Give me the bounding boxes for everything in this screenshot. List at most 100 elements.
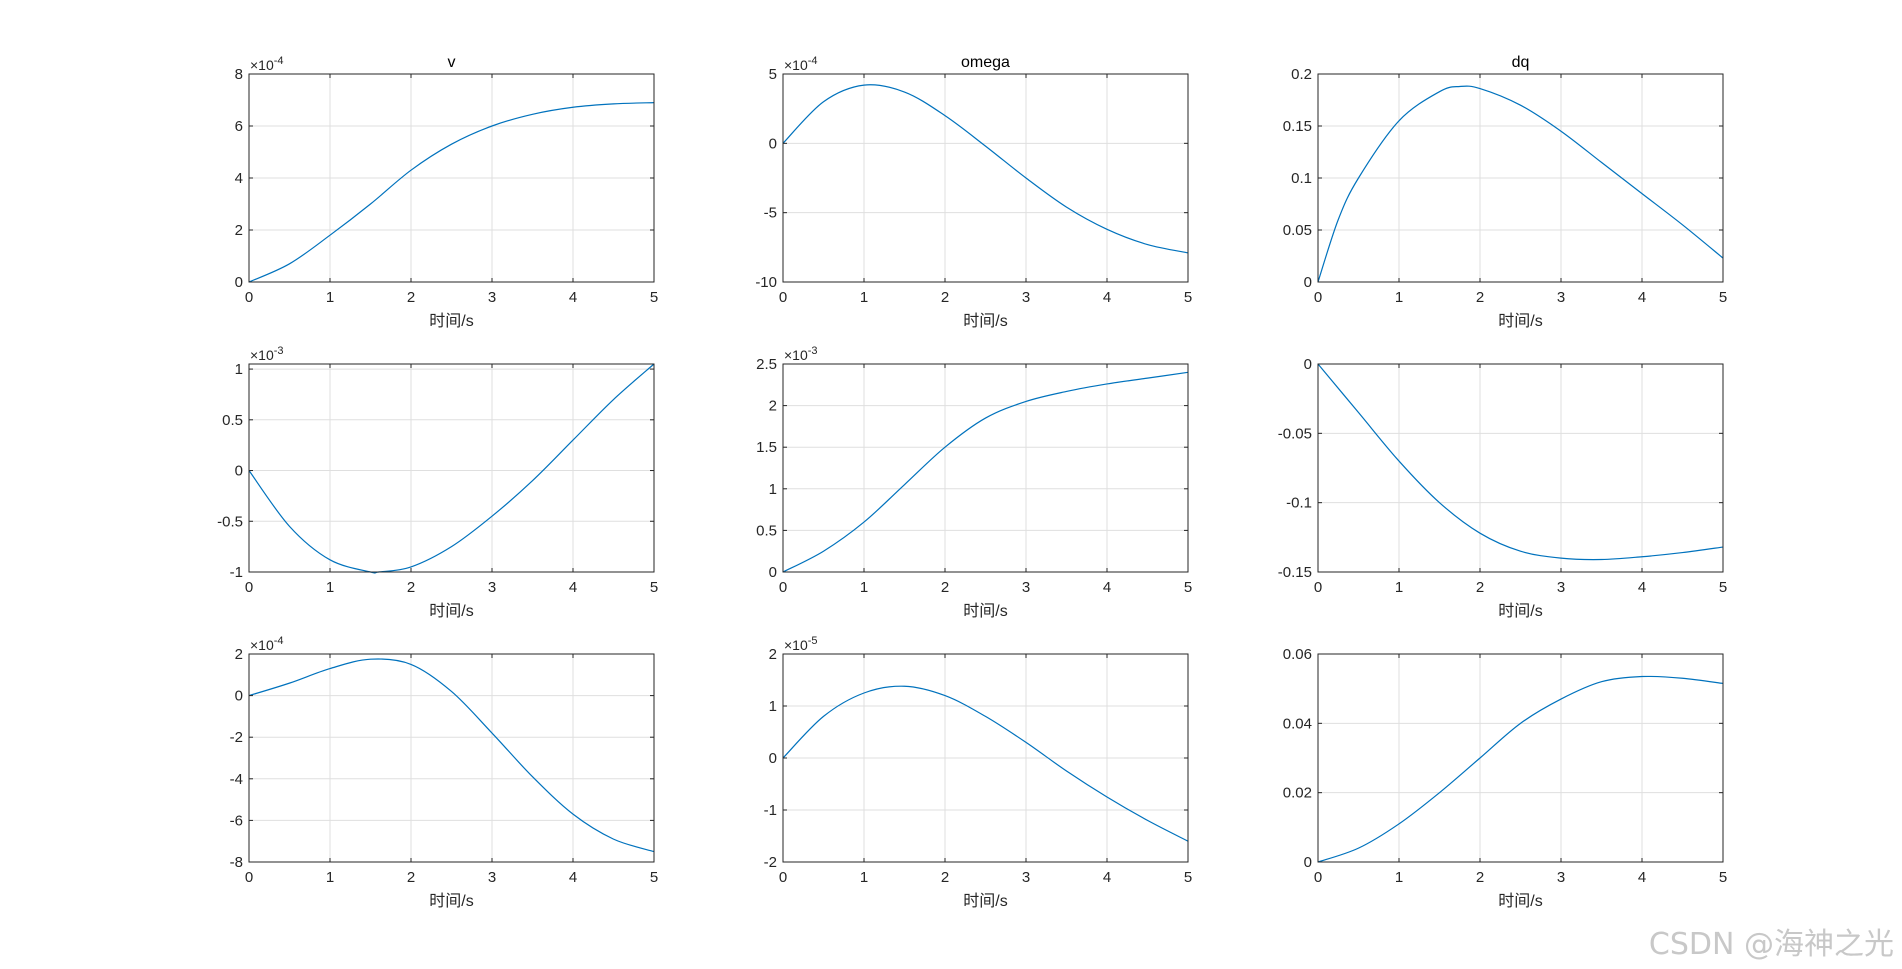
y-tick-label: 1.5 — [756, 439, 777, 456]
x-tick-label: 1 — [1395, 869, 1403, 886]
x-tick-label: 1 — [1395, 289, 1403, 306]
y-tick-label: -0.05 — [1278, 425, 1312, 442]
y-tick-label: 1 — [769, 481, 777, 498]
x-tick-label: 3 — [488, 579, 496, 596]
subplot-5: 0 1 2 3 4 5 0 0.5 1 1.5 2 2.5 ×10-3 时间/s — [756, 345, 1192, 620]
x-tick-label: 0 — [779, 579, 787, 596]
x-tick-label: 0 — [245, 869, 253, 886]
x-axis-label: 时间/s — [963, 312, 1007, 330]
x-tick-label: 5 — [1184, 579, 1192, 596]
subplot-2: 0 1 2 3 4 5 -10 -5 0 5 ×10-4 omega 时间/s — [755, 54, 1192, 330]
y-tick-label: -0.1 — [1286, 495, 1312, 512]
chart-title: v — [448, 54, 456, 71]
x-tick-label: 4 — [1103, 579, 1111, 596]
subplot-4: 0 1 2 3 4 5 -1 -0.5 0 0.5 1 ×10-3 时间/s — [217, 345, 658, 620]
y-tick-label: -2 — [764, 854, 777, 871]
y-tick-label: 0 — [1304, 356, 1312, 373]
series-line — [1317, 85, 1724, 283]
x-tick-label: 3 — [488, 869, 496, 886]
x-tick-label: 1 — [326, 289, 334, 306]
x-tick-label: 4 — [1638, 579, 1646, 596]
series-line — [1317, 675, 1724, 863]
x-tick-label: 0 — [245, 289, 253, 306]
axes-frame — [248, 653, 655, 863]
y-tick-label: 2 — [235, 646, 243, 663]
x-tick-label: 1 — [860, 289, 868, 306]
y-tick-label: 0 — [1304, 274, 1312, 291]
subplot-6: 0 1 2 3 4 5 -0.15 -0.1 -0.05 0 时间/s — [1278, 356, 1727, 620]
axes-frame — [782, 363, 1189, 573]
x-tick-label: 2 — [941, 289, 949, 306]
subplot-7: 0 1 2 3 4 5 -8 -6 -4 -2 0 2 ×10-4 时间/s — [230, 635, 659, 910]
x-axis-label: 时间/s — [963, 602, 1007, 620]
y-tick-label: 0 — [1304, 854, 1312, 871]
x-tick-label: 0 — [1314, 869, 1322, 886]
y-tick-label: -2 — [230, 729, 243, 746]
y-tick-label: 1 — [769, 698, 777, 715]
x-tick-label: 3 — [1557, 289, 1565, 306]
series-line — [248, 363, 655, 574]
y-tick-label: -0.15 — [1278, 564, 1312, 581]
x-tick-label: 4 — [569, 289, 577, 306]
y-tick-label: 2 — [235, 222, 243, 239]
subplot-1: 0 1 2 3 4 5 0 2 4 6 8 ×10-4 v 时间/s — [235, 54, 659, 330]
x-tick-label: 4 — [1103, 289, 1111, 306]
x-tick-label: 2 — [1476, 289, 1484, 306]
subplot-8: 0 1 2 3 4 5 -2 -1 0 1 2 ×10-5 时间/s — [764, 635, 1193, 910]
x-tick-label: 5 — [1719, 869, 1727, 886]
y-exponent-label: ×10-4 — [784, 55, 818, 73]
x-tick-label: 1 — [860, 579, 868, 596]
x-tick-label: 2 — [941, 579, 949, 596]
chart-title: omega — [961, 54, 1010, 71]
y-tick-label: 0.1 — [1291, 170, 1312, 187]
y-tick-label: 0.5 — [222, 412, 243, 429]
y-tick-label: 0.2 — [1291, 66, 1312, 83]
x-tick-label: 0 — [779, 289, 787, 306]
y-tick-label: 2 — [769, 646, 777, 663]
x-axis-label: 时间/s — [429, 892, 473, 910]
x-tick-label: 5 — [1184, 289, 1192, 306]
x-tick-label: 4 — [1638, 869, 1646, 886]
x-axis-label: 时间/s — [1498, 602, 1542, 620]
axes-frame — [1317, 653, 1724, 863]
y-tick-label: 0 — [235, 463, 243, 480]
x-tick-label: 3 — [1022, 289, 1030, 306]
x-axis-label: 时间/s — [429, 602, 473, 620]
y-tick-label: 6 — [235, 118, 243, 135]
y-tick-label: -4 — [230, 771, 243, 788]
y-tick-label: 0.06 — [1283, 646, 1312, 663]
x-tick-label: 3 — [488, 289, 496, 306]
x-tick-label: 2 — [1476, 869, 1484, 886]
series-line — [248, 102, 655, 283]
y-tick-label: 0.5 — [756, 522, 777, 539]
subplot-9: 0 1 2 3 4 5 0 0.02 0.04 0.06 时间/s — [1283, 646, 1727, 910]
x-tick-label: 4 — [569, 869, 577, 886]
x-tick-label: 3 — [1557, 869, 1565, 886]
series-line — [782, 371, 1189, 573]
y-tick-label: 5 — [769, 66, 777, 83]
y-tick-label: -1 — [764, 802, 777, 819]
y-tick-label: 0 — [769, 564, 777, 581]
y-tick-label: 0 — [769, 135, 777, 152]
y-tick-label: 0.04 — [1283, 715, 1312, 732]
x-tick-label: 4 — [1103, 869, 1111, 886]
y-tick-label: 8 — [235, 66, 243, 83]
x-tick-label: 0 — [779, 869, 787, 886]
x-axis-label: 时间/s — [429, 312, 473, 330]
watermark-text: CSDN @海神之光 — [1648, 927, 1894, 962]
x-axis-label: 时间/s — [1498, 312, 1542, 330]
x-tick-label: 2 — [407, 579, 415, 596]
y-tick-label: -0.5 — [217, 513, 243, 530]
x-tick-label: 4 — [569, 579, 577, 596]
series-line — [782, 84, 1189, 254]
axes-frame — [782, 73, 1189, 283]
x-tick-label: 5 — [1719, 579, 1727, 596]
x-tick-label: 0 — [1314, 289, 1322, 306]
x-tick-label: 1 — [326, 869, 334, 886]
x-axis-label: 时间/s — [1498, 892, 1542, 910]
y-tick-label: 0 — [235, 688, 243, 705]
x-tick-label: 2 — [1476, 579, 1484, 596]
x-tick-label: 2 — [407, 869, 415, 886]
y-tick-label: 0.15 — [1283, 118, 1312, 135]
x-tick-label: 5 — [650, 289, 658, 306]
